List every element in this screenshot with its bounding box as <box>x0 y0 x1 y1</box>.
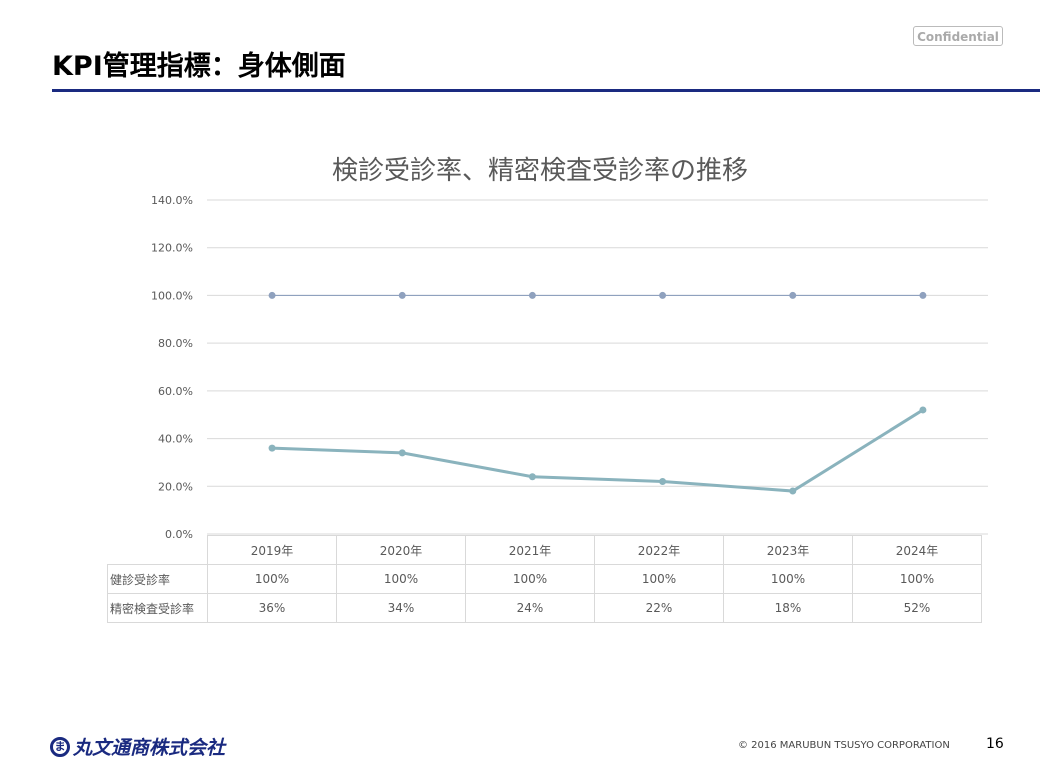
data-label: 34% <box>336 593 466 623</box>
table-row: 健診受診率 100% 100% 100% 100% 100% 100% <box>107 564 982 594</box>
data-point <box>659 291 667 299</box>
x-tick-label: 2019年 <box>207 535 337 565</box>
data-point <box>528 291 536 299</box>
y-tick-label: 100.0% <box>151 289 193 302</box>
data-point <box>919 291 927 299</box>
x-tick-label: 2023年 <box>723 535 853 565</box>
data-label: 100% <box>207 564 337 594</box>
company-name: 丸文通商株式会社 <box>73 737 226 759</box>
data-point <box>268 291 276 299</box>
data-point <box>398 291 406 299</box>
data-point <box>789 291 797 299</box>
confidential-badge: Confidential <box>913 26 1003 46</box>
data-label: 24% <box>465 593 595 623</box>
x-tick-label: 2021年 <box>465 535 595 565</box>
company-logo: ま 丸文通商株式会社 <box>50 733 225 760</box>
table-header-row: 2019年 2020年 2021年 2022年 2023年 2024年 <box>107 535 982 565</box>
data-point <box>789 487 797 495</box>
data-label: 100% <box>723 564 853 594</box>
data-label: 100% <box>336 564 466 594</box>
data-point <box>659 478 667 486</box>
x-tick-label: 2024年 <box>852 535 982 565</box>
data-point <box>268 444 276 452</box>
data-label: 36% <box>207 593 337 623</box>
corner-cell <box>107 535 208 565</box>
y-tick-label: 80.0% <box>158 337 193 350</box>
y-tick-label: 140.0% <box>151 194 193 207</box>
legend-series-name: 健診受診率 <box>107 564 208 594</box>
data-label: 100% <box>594 564 724 594</box>
y-tick-label: 60.0% <box>158 385 193 398</box>
series-line-2 <box>272 408 924 493</box>
data-label: 100% <box>465 564 595 594</box>
page-title: KPI管理指標：身体側面 <box>52 51 346 82</box>
table-row: 精密検査受診率 36% 34% 24% 22% 18% 52% <box>107 593 982 623</box>
copyright: © 2016 MARUBUN TSUSYO CORPORATION <box>738 740 950 751</box>
data-label: 22% <box>594 593 724 623</box>
y-tick-label: 120.0% <box>151 242 193 255</box>
title-divider <box>52 89 1040 92</box>
page-number: 16 <box>986 736 1004 752</box>
data-point <box>528 473 536 481</box>
data-label: 52% <box>852 593 982 623</box>
data-point <box>919 406 927 414</box>
x-tick-label: 2020年 <box>336 535 466 565</box>
y-tick-label: 20.0% <box>158 480 193 493</box>
chart-data-table: 2019年 2020年 2021年 2022年 2023年 2024年 健診受診率 100% 1… <box>107 535 982 623</box>
legend-series-name: 精密検査受診率 <box>107 593 208 623</box>
x-tick-label: 2022年 <box>594 535 724 565</box>
data-label: 100% <box>852 564 982 594</box>
y-tick-label: 40.0% <box>158 433 193 446</box>
logo-mark-icon: ま <box>50 736 70 757</box>
data-label: 18% <box>723 593 853 623</box>
chart-title: 検診受診率、精密検査受診率の推移 <box>331 156 748 186</box>
data-point <box>398 449 406 457</box>
